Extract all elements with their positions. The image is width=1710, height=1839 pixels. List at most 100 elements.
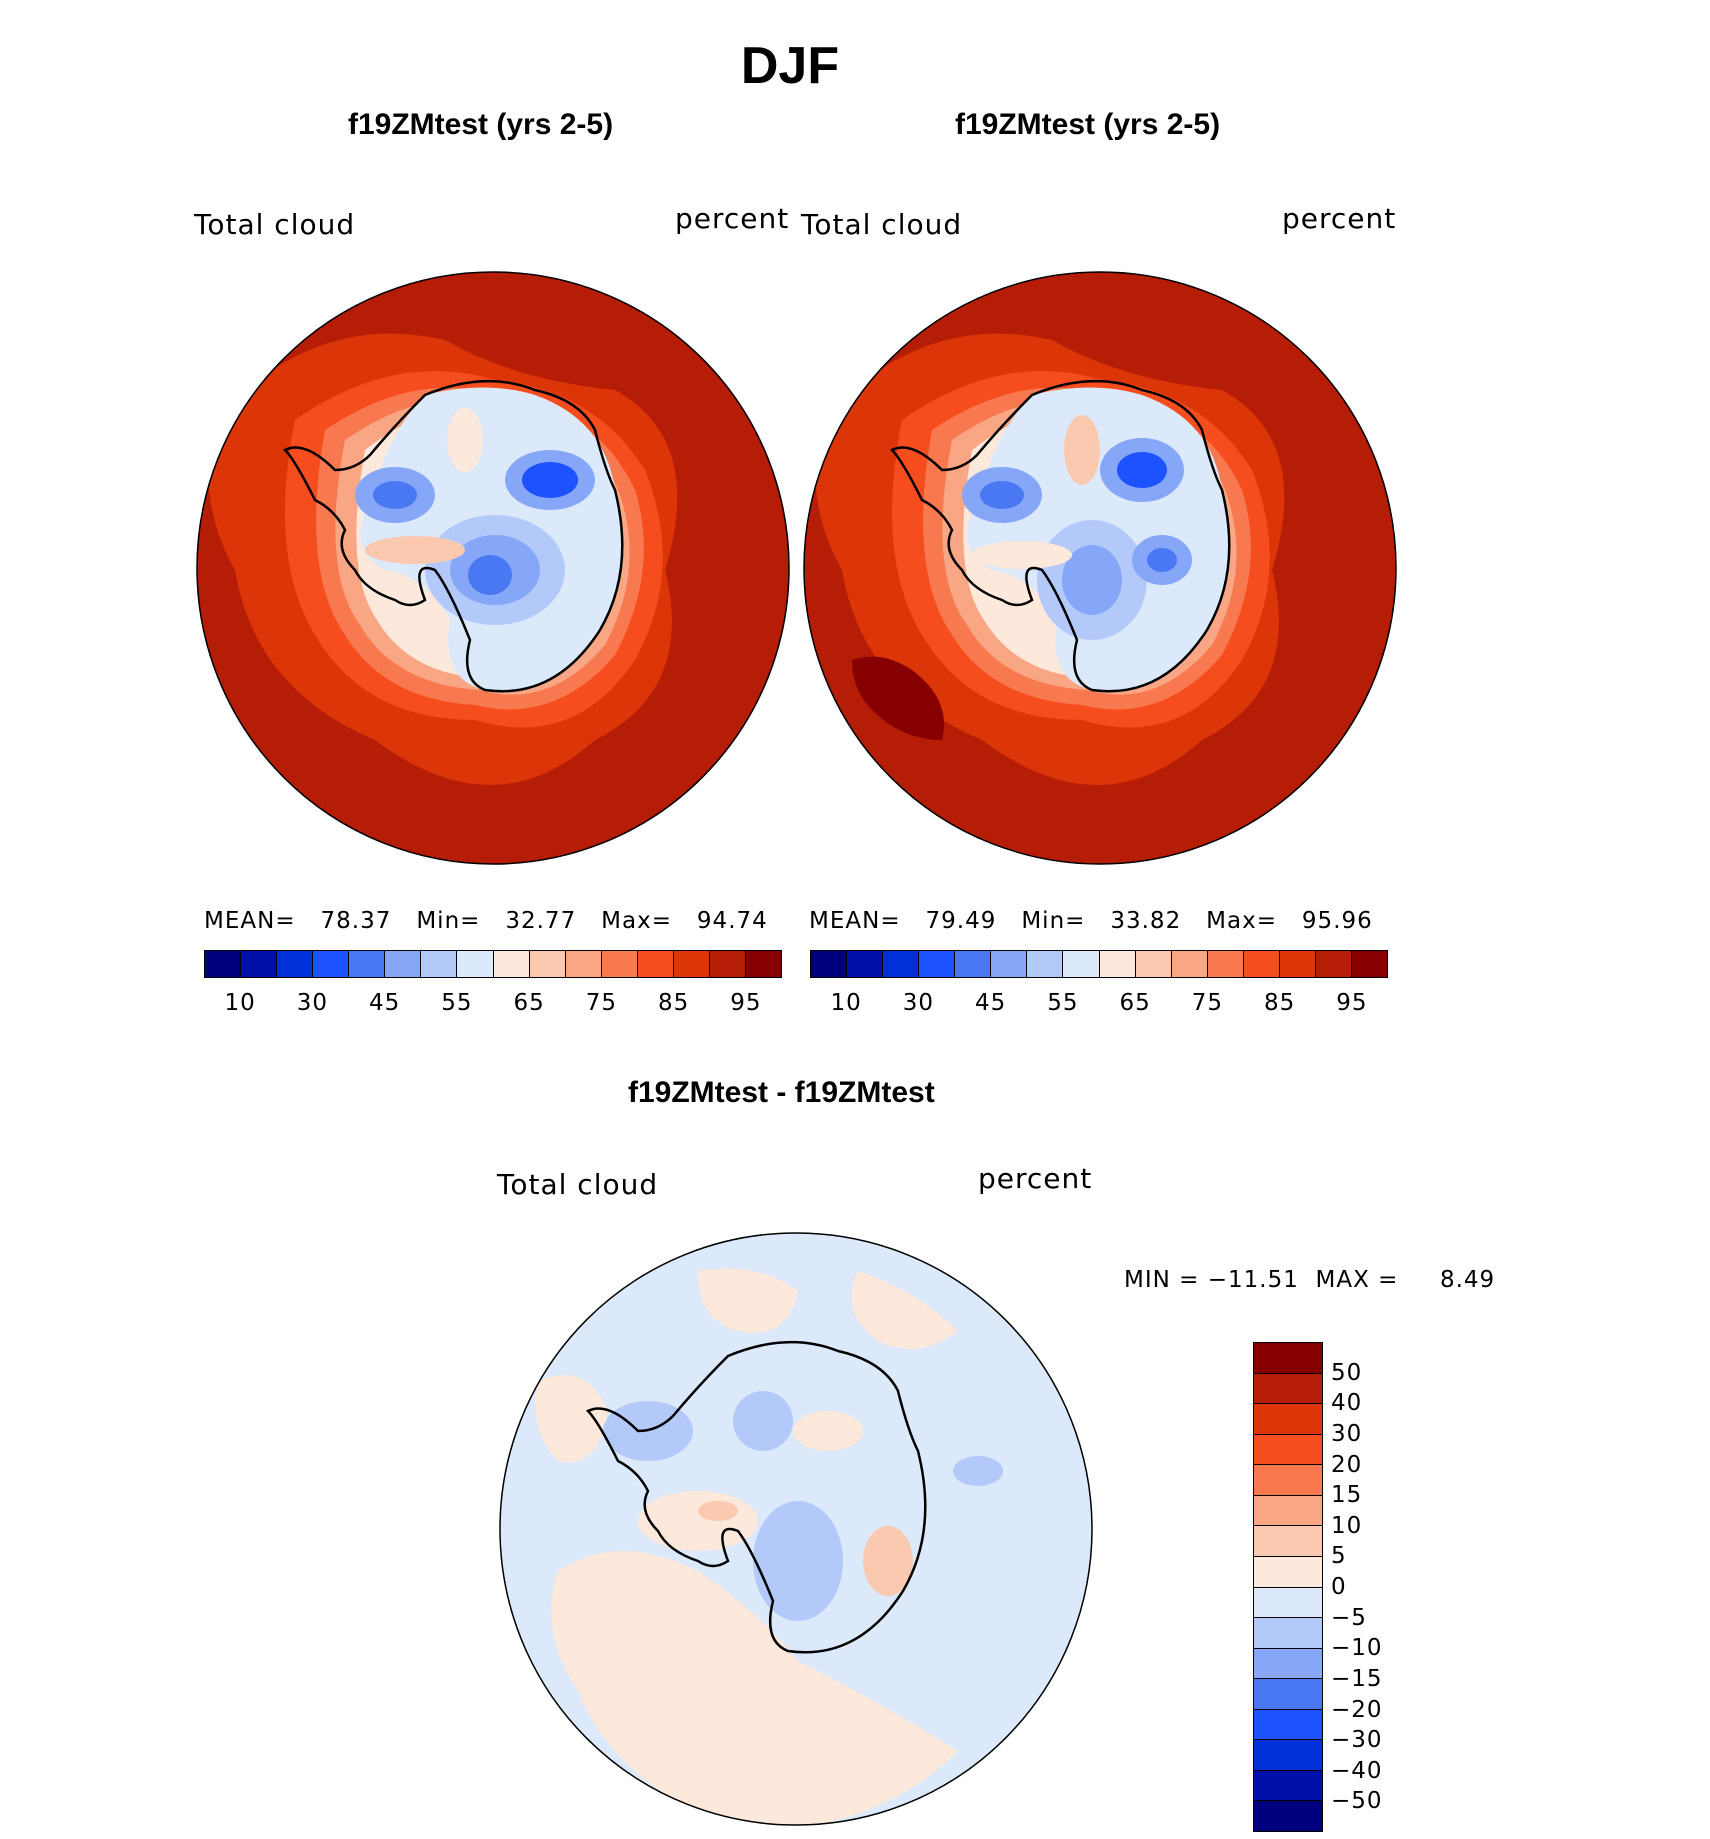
colorbar-swatch: [1254, 1404, 1322, 1435]
colorbar-tick-label: −30: [1331, 1727, 1383, 1754]
colorbar-swatch: [457, 951, 494, 977]
colorbar-swatch: [1254, 1770, 1322, 1802]
panel-1-units-label: percent: [675, 202, 790, 235]
colorbar-tick-label: 40: [1331, 1390, 1363, 1417]
colorbar-swatch: [1254, 1556, 1322, 1588]
colorbar-swatch: [811, 951, 848, 977]
mean-label: MEAN=: [204, 908, 296, 934]
colorbar-swatch: [1254, 1373, 1322, 1405]
min-label: MIN =: [1124, 1267, 1200, 1293]
map-boundary: [499, 1232, 1093, 1826]
mean-label: MEAN=: [809, 908, 901, 934]
map-diff-positive-region: [793, 1411, 863, 1451]
map-diff-positive-region: [535, 1375, 608, 1463]
colorbar-swatch: [1027, 951, 1064, 977]
min-value: 32.77: [505, 908, 577, 934]
diff-panel-variable-label: Total cloud: [497, 1168, 659, 1201]
colorbar-swatch: [1254, 1526, 1322, 1557]
min-value: −11.51: [1207, 1267, 1299, 1293]
colorbar-swatch: [955, 951, 992, 977]
map-low-region: [1062, 545, 1122, 615]
panel-1-stats: MEAN= 78.37 Min= 32.77 Max= 94.74: [204, 908, 768, 934]
colorbar-swatch: [385, 951, 422, 977]
diff-colorbar: [1253, 1342, 1323, 1832]
colorbar-tick-label: 85: [657, 990, 690, 1016]
map-diff-positive-region: [698, 1501, 738, 1521]
colorbar-tick-label: 55: [1047, 990, 1079, 1016]
colorbar-tick-label: 55: [441, 990, 473, 1016]
map-diff-positive-region: [863, 1526, 913, 1596]
map-low-region: [1117, 452, 1167, 488]
diff-panel-subtitle: f19ZMtest - f19ZMtest: [628, 1076, 935, 1109]
map-diff-positive-region: [551, 1551, 958, 1825]
colorbar-swatch: [1243, 951, 1280, 977]
colorbar-swatch: [1279, 951, 1316, 977]
panel-2-subtitle: f19ZMtest (yrs 2-5): [955, 108, 1221, 141]
antarctica-coastline: [889, 379, 1231, 693]
colorbar-swatch: [277, 951, 314, 977]
colorbar-swatch: [1063, 951, 1100, 977]
mean-value: 78.37: [320, 908, 392, 934]
diff-panel-units-label: percent: [978, 1162, 1093, 1195]
colorbar-tick-label: 10: [830, 990, 862, 1016]
colorbar-tick-label: 75: [585, 990, 618, 1016]
max-value: 95.96: [1301, 908, 1373, 934]
colorbar-swatch: [883, 951, 920, 977]
colorbar-swatch: [1254, 1587, 1322, 1619]
map-boundary: [196, 271, 790, 865]
colorbar-tick-label: 30: [902, 990, 935, 1016]
panel-2-variable-label: Total cloud: [801, 208, 963, 241]
colorbar-swatch: [529, 951, 566, 977]
colorbar-swatch: [1254, 1343, 1322, 1374]
colorbar-tick-label: −15: [1331, 1665, 1383, 1692]
panel-2-colorbar: [810, 950, 1388, 978]
colorbar-tick-label: 45: [368, 990, 401, 1016]
colorbar-swatch: [709, 951, 746, 977]
colorbar-tick-label: −50: [1331, 1788, 1383, 1815]
colorbar-swatch: [637, 951, 674, 977]
panel-2-units-label: percent: [1282, 202, 1397, 235]
map-diff-negative-region: [753, 1501, 843, 1621]
panel-1-subtitle: f19ZMtest (yrs 2-5): [348, 108, 614, 141]
map-high-region: [365, 536, 465, 564]
antarctica-coastline: [282, 379, 624, 693]
colorbar-tick-label: 95: [730, 990, 762, 1016]
colorbar-swatch: [565, 951, 602, 977]
map-low-region: [522, 462, 578, 498]
colorbar-swatch: [421, 951, 458, 977]
map-low-region: [980, 481, 1024, 509]
colorbar-swatch: [205, 951, 242, 977]
max-value: 94.74: [696, 908, 768, 934]
colorbar-swatch: [745, 951, 781, 977]
map-diff-negative-region: [953, 1456, 1003, 1486]
colorbar-swatch: [1254, 1740, 1322, 1771]
colorbar-swatch: [493, 951, 530, 977]
figure-title: DJF: [740, 37, 840, 95]
map-boundary: [803, 271, 1397, 865]
map-low-region: [373, 481, 417, 509]
colorbar-swatch: [601, 951, 638, 977]
panel-2-polar-map: [803, 271, 1397, 865]
colorbar-tick-label: −40: [1331, 1757, 1383, 1784]
colorbar-tick-label: 75: [1191, 990, 1224, 1016]
panel-1-polar-map: [196, 271, 790, 865]
colorbar-tick-label: 0: [1331, 1574, 1347, 1600]
colorbar-swatch: [313, 951, 350, 977]
colorbar-swatch: [1135, 951, 1172, 977]
map-diff-negative-region: [733, 1391, 793, 1451]
panel-1-variable-label: Total cloud: [194, 208, 356, 241]
mean-value: 79.49: [925, 908, 997, 934]
colorbar-swatch: [1254, 1495, 1322, 1527]
panel-1-colorbar: [204, 950, 782, 978]
map-low-region: [1147, 548, 1177, 572]
panel-2-stats: MEAN= 79.49 Min= 33.82 Max= 95.96: [809, 908, 1373, 934]
colorbar-swatch: [1171, 951, 1208, 977]
max-label: Max=: [601, 908, 672, 934]
colorbar-tick-label: 5: [1331, 1543, 1347, 1570]
colorbar-swatch: [1254, 1434, 1322, 1466]
colorbar-tick-label: 30: [296, 990, 329, 1016]
diff-panel-stats: MIN = −11.51 MAX = 8.49: [1124, 1267, 1495, 1293]
colorbar-tick-label: 95: [1336, 990, 1368, 1016]
max-label: MAX =: [1315, 1267, 1399, 1293]
colorbar-swatch: [241, 951, 278, 977]
